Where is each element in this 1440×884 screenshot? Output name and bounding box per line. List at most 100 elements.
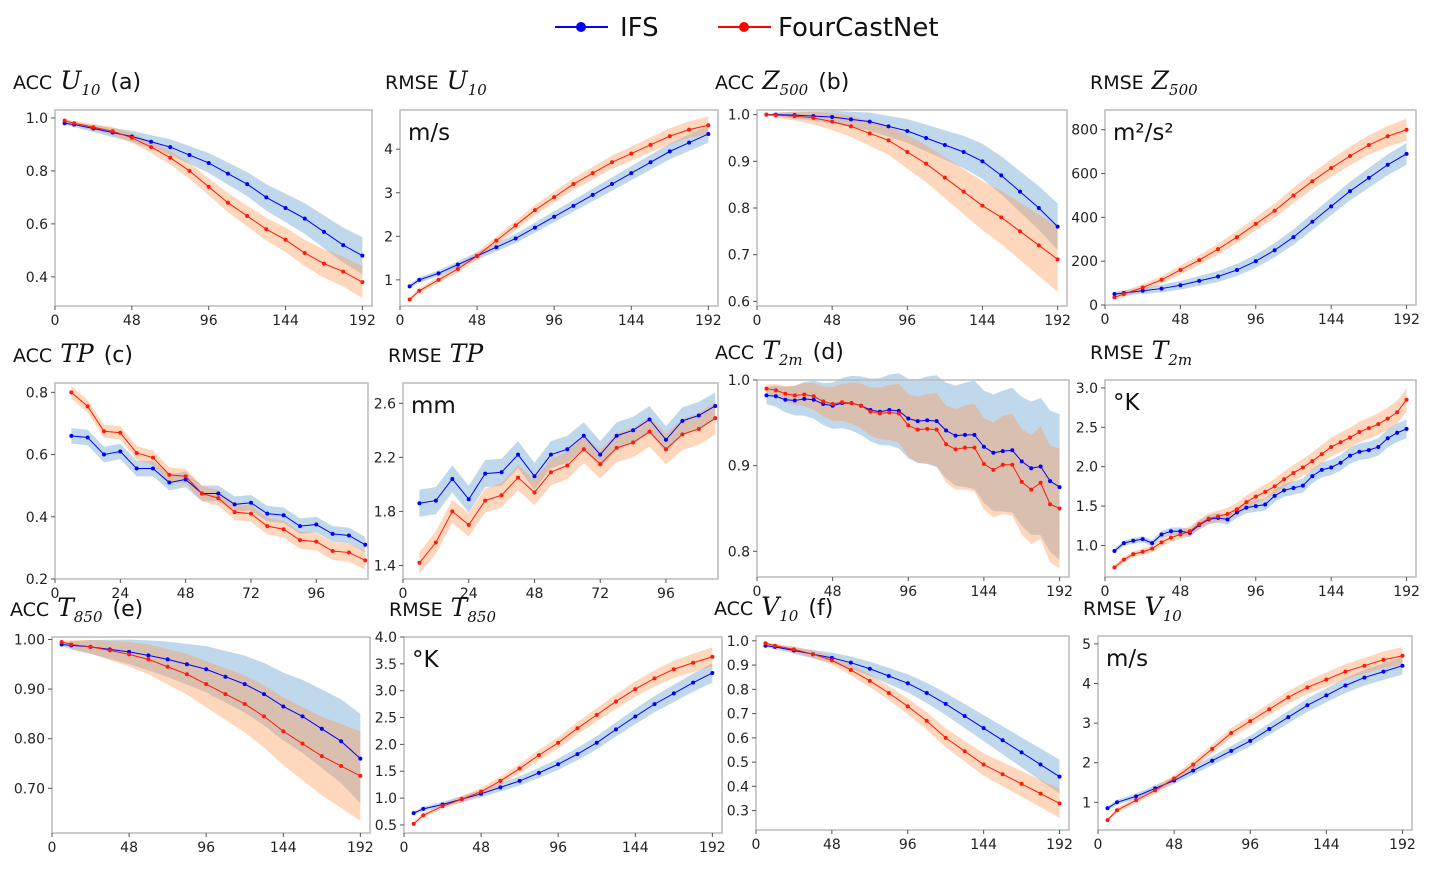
point-fourcastnet xyxy=(924,161,929,166)
point-fourcastnet xyxy=(339,764,344,769)
x-tick-label: 48 xyxy=(526,586,544,602)
point-fourcastnet xyxy=(610,160,614,165)
y-tick-label: 3.0 xyxy=(1076,381,1098,397)
point-fourcastnet xyxy=(915,427,920,432)
point-ifs xyxy=(571,203,576,208)
x-tick-label: 192 xyxy=(695,313,722,329)
point-ifs xyxy=(1140,537,1145,542)
point-fourcastnet xyxy=(475,253,480,258)
point-ifs xyxy=(363,542,368,547)
point-ifs xyxy=(1234,267,1239,272)
point-ifs xyxy=(1404,151,1409,156)
point-fourcastnet xyxy=(1343,669,1348,674)
legend-fourcastnet-marker xyxy=(739,22,749,32)
point-fourcastnet xyxy=(713,416,718,421)
band-fourcastnet xyxy=(413,647,713,826)
point-fourcastnet xyxy=(1048,502,1053,507)
variable-label: V xyxy=(1145,592,1166,621)
point-ifs xyxy=(598,452,603,457)
point-ifs xyxy=(168,145,173,150)
point-ifs xyxy=(1010,448,1015,453)
point-ifs xyxy=(1134,794,1139,799)
x-tick-label: 0 xyxy=(1094,837,1103,853)
band-ifs xyxy=(766,110,1058,250)
plot-frame xyxy=(51,636,371,834)
point-fourcastnet xyxy=(1395,410,1400,415)
point-ifs xyxy=(1291,235,1296,240)
band-fourcastnet xyxy=(61,640,361,821)
point-ifs xyxy=(498,785,503,790)
point-fourcastnet xyxy=(59,639,64,644)
y-tick-label: 1.4 xyxy=(374,558,396,574)
legend-ifs-marker xyxy=(576,22,586,32)
y-tick-label: 0.6 xyxy=(26,448,48,464)
metric-label: ACC xyxy=(714,598,753,620)
point-ifs xyxy=(667,149,672,154)
band-fourcastnet xyxy=(419,401,716,574)
point-fourcastnet xyxy=(433,540,438,545)
point-ifs xyxy=(1366,448,1371,453)
point-fourcastnet xyxy=(341,269,346,274)
point-fourcastnet xyxy=(999,215,1004,220)
metric-label: RMSE xyxy=(389,599,443,621)
point-ifs xyxy=(1038,464,1043,469)
y-tick-label: 0.4 xyxy=(26,510,48,526)
x-tick-label: 48 xyxy=(824,584,842,600)
band-ifs xyxy=(766,373,1060,560)
x-tick-label: 0 xyxy=(400,840,409,856)
point-fourcastnet xyxy=(1324,677,1329,682)
point-ifs xyxy=(265,511,270,516)
x-tick-label: 144 xyxy=(618,313,645,329)
point-fourcastnet xyxy=(598,462,603,467)
point-ifs xyxy=(1112,548,1117,553)
point-fourcastnet xyxy=(283,237,288,242)
point-fourcastnet xyxy=(1310,179,1315,184)
point-fourcastnet xyxy=(167,472,172,477)
point-fourcastnet xyxy=(150,455,155,460)
point-ifs xyxy=(687,140,692,145)
band-fourcastnet xyxy=(1114,118,1407,300)
point-ifs xyxy=(773,394,778,399)
band-fourcastnet xyxy=(409,116,709,302)
metric-label: ACC xyxy=(10,599,49,621)
unit-label: m²/s² xyxy=(1113,120,1174,146)
point-fourcastnet xyxy=(772,643,777,648)
point-fourcastnet xyxy=(944,442,949,447)
point-ifs xyxy=(614,433,619,438)
variable-subscript: 850 xyxy=(467,608,496,626)
variable-subscript: 10 xyxy=(81,81,101,99)
point-ifs xyxy=(1159,532,1164,537)
point-fourcastnet xyxy=(687,127,692,132)
point-ifs xyxy=(1140,288,1145,293)
point-fourcastnet xyxy=(319,754,324,759)
metric-label: ACC xyxy=(715,72,754,94)
point-fourcastnet xyxy=(498,778,503,783)
y-tick-label: 2.5 xyxy=(1076,420,1098,436)
unit-label: m/s xyxy=(408,120,450,146)
point-fourcastnet xyxy=(436,277,441,282)
point-ifs xyxy=(1112,292,1117,297)
point-fourcastnet xyxy=(652,676,657,681)
point-ifs xyxy=(341,243,346,248)
variable-subscript: 10 xyxy=(1163,607,1183,625)
point-fourcastnet xyxy=(363,558,368,563)
point-ifs xyxy=(1348,189,1353,194)
variable-subscript: 500 xyxy=(1169,81,1198,99)
point-fourcastnet xyxy=(556,740,561,745)
variable-label: Z xyxy=(1151,66,1170,95)
point-ifs xyxy=(867,119,872,124)
point-fourcastnet xyxy=(552,195,557,200)
y-tick-label: 3 xyxy=(384,186,393,202)
point-ifs xyxy=(981,726,986,731)
point-fourcastnet xyxy=(575,726,580,731)
x-tick-label: 96 xyxy=(899,837,917,853)
point-ifs xyxy=(848,117,853,122)
point-ifs xyxy=(1362,675,1367,680)
point-ifs xyxy=(552,214,557,219)
variable-subscript: 500 xyxy=(780,81,809,99)
metric-label: ACC xyxy=(13,345,52,367)
point-ifs xyxy=(223,674,228,679)
x-tick-label: 48 xyxy=(468,313,486,329)
point-fourcastnet xyxy=(1348,154,1353,159)
point-ifs xyxy=(1272,248,1277,253)
